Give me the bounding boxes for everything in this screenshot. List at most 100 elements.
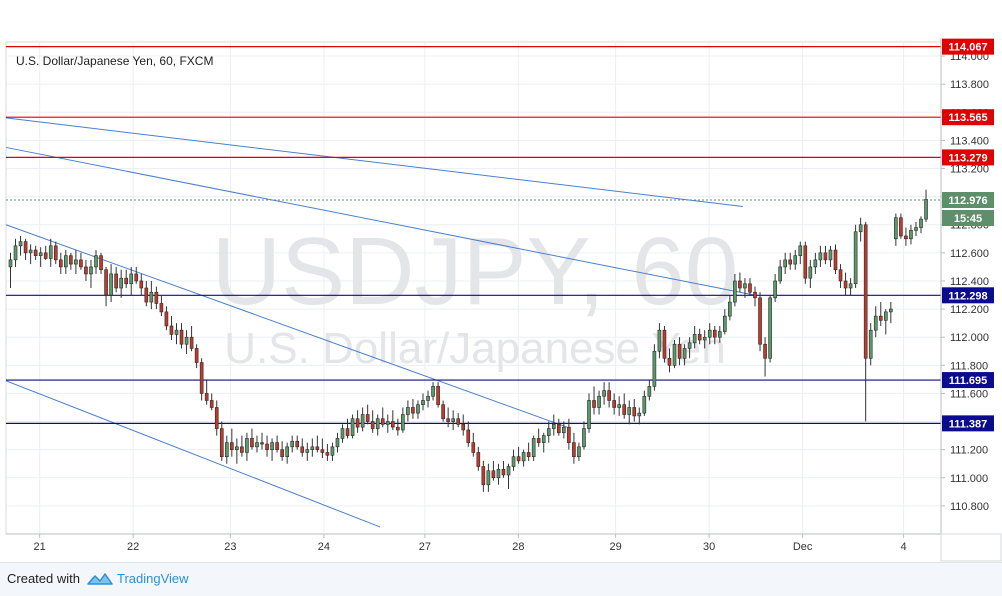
candle (833, 244, 838, 274)
level-price-label-bg (942, 109, 994, 126)
candle-down (380, 418, 385, 425)
chart-area[interactable]: USDJPY, 60 U.S. Dollar/Japanese Yen U.S. D… (0, 38, 1002, 562)
candle (924, 189, 928, 222)
candle (300, 438, 305, 457)
candle (521, 449, 526, 467)
candle (18, 235, 23, 256)
candle (677, 337, 682, 366)
top-strip (0, 0, 1002, 39)
footer: Created with TradingView (0, 562, 1002, 596)
candle (687, 337, 692, 359)
candle-down (33, 249, 38, 256)
candle (506, 463, 511, 490)
candle-down (250, 438, 254, 448)
candle-down (169, 325, 174, 335)
y-tick-label: 111.600 (950, 388, 988, 400)
candle (516, 446, 521, 464)
candle-up (582, 428, 586, 448)
candle (416, 400, 420, 419)
candle (330, 442, 335, 461)
watermark-name: U.S. Dollar/Japanese Yen (224, 324, 725, 373)
candle (572, 432, 576, 464)
candle (456, 413, 461, 428)
candle-up (682, 348, 687, 359)
candle-down (390, 421, 395, 428)
candle-up (426, 395, 430, 401)
candle (214, 400, 219, 436)
candle-down (878, 315, 883, 321)
candle-down (567, 426, 571, 443)
candle-up (64, 255, 68, 268)
candle (546, 421, 551, 443)
candle-up (647, 386, 652, 397)
candle-down (280, 449, 284, 457)
candle (290, 435, 295, 453)
candle (370, 410, 375, 433)
level-price-label: 111.695 (949, 375, 988, 387)
candle (753, 286, 757, 307)
candle-up (914, 227, 918, 231)
candle (360, 407, 365, 432)
candle (768, 295, 772, 363)
candle (481, 460, 486, 492)
tradingview-logo-icon[interactable] (87, 571, 113, 592)
candle-down (667, 357, 672, 366)
candle (526, 442, 531, 461)
y-tick-label: 113.200 (950, 164, 989, 176)
candle (491, 460, 496, 481)
candle (406, 400, 410, 422)
candle (813, 252, 818, 274)
candle (783, 252, 787, 274)
candle-down (99, 255, 103, 271)
candle-up (360, 414, 365, 428)
candle (33, 245, 38, 260)
candle-up (245, 438, 249, 453)
candle (199, 358, 204, 401)
candle-down (476, 452, 481, 467)
candlestick-chart[interactable]: USDJPY, 60U.S. Dollar/Japanese Yen U.S. D… (0, 38, 1002, 562)
candle (858, 217, 863, 242)
candle (320, 438, 325, 459)
candle (345, 418, 350, 439)
candle-up (889, 308, 893, 313)
candle-down (79, 259, 83, 268)
y-tick-label: 112.200 (950, 304, 989, 316)
candle-up (149, 291, 154, 303)
candle-down (219, 428, 224, 457)
candle (587, 393, 591, 433)
candle (536, 428, 541, 447)
candle (8, 252, 13, 288)
candle (818, 245, 823, 267)
candle (511, 449, 516, 471)
y-tick-label: 111.000 (950, 473, 988, 485)
level-price-label-bg (942, 38, 994, 55)
candle (486, 463, 491, 492)
candle (431, 382, 435, 401)
candle-down (58, 259, 63, 268)
candle-up (416, 404, 420, 414)
candle-down (833, 249, 838, 271)
candle-down (114, 273, 118, 289)
candle (697, 328, 702, 345)
candle (541, 432, 546, 453)
candle-down (179, 329, 184, 345)
candle (909, 224, 913, 245)
candle (899, 213, 903, 239)
candle-up (89, 266, 93, 275)
candle-up (8, 259, 13, 268)
candle-up (783, 259, 787, 268)
candle (13, 238, 18, 267)
candle-down (748, 283, 752, 293)
candle-up (723, 315, 727, 332)
tradingview-link[interactable]: TradingView (117, 571, 189, 586)
candle (295, 435, 300, 450)
candle (743, 278, 747, 298)
candle (74, 250, 78, 274)
candle-down (436, 386, 440, 405)
candle-down (396, 426, 400, 431)
candle (682, 344, 687, 366)
candle (853, 224, 858, 288)
candle (124, 269, 128, 288)
candle-up (733, 280, 737, 303)
candle (808, 259, 813, 288)
